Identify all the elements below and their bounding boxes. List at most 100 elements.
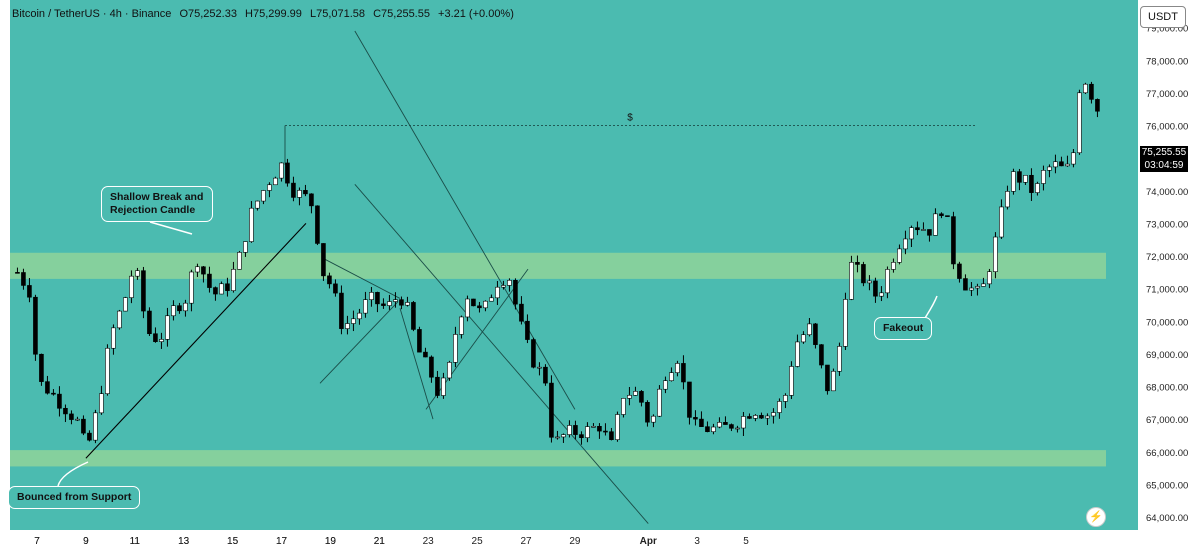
candle-up [495,286,500,299]
candle-down [15,272,20,274]
x-axis-ticks: 7 9 11 13 15 17 19 21 23 25 27 29 Apr 3 57 9 11 13 15 17 19 2… [34,536,749,547]
left-margin [0,0,10,530]
candle-up [129,275,134,298]
candle-down [939,213,944,216]
candle-down [27,285,32,298]
trendline [85,223,307,459]
x-tick-label: 17 [276,536,288,547]
x-tick-label: 27 [520,536,532,547]
candle-up [453,334,458,363]
candle-up [507,279,512,286]
x-tick-label: 5 [743,536,749,547]
x-tick-label: 7 [34,536,40,547]
candle-up [561,434,566,438]
candle-down [855,262,860,265]
candle-up [189,271,194,304]
candle-up [105,347,110,394]
candle-up [1053,161,1058,168]
candle-up [165,315,170,340]
candle-down [213,287,218,295]
change-value: +3.21 (+0.00%) [438,8,514,20]
candle-up [297,190,302,198]
candle-down [813,323,818,345]
currency-button[interactable]: USDT [1140,6,1186,28]
candle-down [333,283,338,294]
candle-up [219,283,224,295]
x-tick-label: 15 [227,536,239,547]
candle-up [741,416,746,429]
wedge-line [399,308,434,420]
candle-down [819,344,824,366]
candle-up [267,184,272,191]
candle-down [423,351,428,358]
flash-icon[interactable]: ⚡ [1086,507,1106,527]
low-value: L75,071.58 [309,8,366,20]
candle-down [687,381,692,418]
symbol-header: Bitcoin / TetherUS · 4h · Binance O75,25… [12,8,519,20]
candle-down [471,298,476,307]
price-axis[interactable] [1138,0,1200,530]
candle-down [861,264,866,284]
y-tick-label: 64,000.00 [1146,513,1188,524]
x-tick-label: 17 [276,536,288,547]
candle-up [123,297,128,312]
close-value: C75,255.55 [373,8,430,20]
candle-up [771,412,776,417]
candle-down [579,434,584,439]
x-tick-label: 29 [569,536,581,547]
candle-up [675,363,680,373]
candle-up [1065,163,1070,167]
candle-down [645,402,650,423]
candle-up [1011,171,1016,192]
candle-down [381,303,386,306]
candle-up [393,299,398,302]
support-zone [10,450,1106,467]
candle-up [801,334,806,343]
candle-up [447,362,452,379]
candle-down [699,418,704,427]
x-tick-label: 21 [374,536,386,547]
x-tick-label: 11 [130,536,141,547]
candle-up [735,427,740,430]
candle-up [99,393,104,414]
candle-up [903,238,908,250]
high-value: H75,299.99 [245,8,302,20]
callout-pointers [57,221,938,487]
candle-down [435,376,440,396]
candle-up [501,285,506,288]
candle-up [765,415,770,419]
candle-up [807,323,812,336]
candle-down [87,432,92,441]
x-tick-label: 9 [83,536,89,547]
candle-up [993,236,998,272]
candle-up [591,425,596,428]
shallow-break-pointer [149,221,193,235]
candle-up [195,266,200,273]
candle-down [141,270,146,312]
candle-down [339,292,344,329]
candle-up [465,298,470,318]
x-tick-label: 25 [472,536,484,547]
triangle-line [324,258,401,299]
candle-down [51,392,56,395]
candle-down [375,292,380,305]
candle-down [63,407,68,415]
candle-down [417,329,422,353]
candle-down [543,366,548,384]
candle-up [555,436,560,439]
candle-up [489,297,494,302]
candle-up [663,380,668,390]
candle-up [651,415,656,423]
candle-down [1029,174,1034,193]
candle-up [711,426,716,433]
candle-down [957,263,962,279]
time-axis[interactable] [0,530,1200,560]
candle-up [789,366,794,396]
y-tick-label: 66,000.00 [1146,448,1188,459]
candle-up [585,426,590,439]
candle-down [927,229,932,236]
candle-up [921,229,926,231]
shallow-break-callout: Shallow Break and Rejection Candle [101,186,213,222]
